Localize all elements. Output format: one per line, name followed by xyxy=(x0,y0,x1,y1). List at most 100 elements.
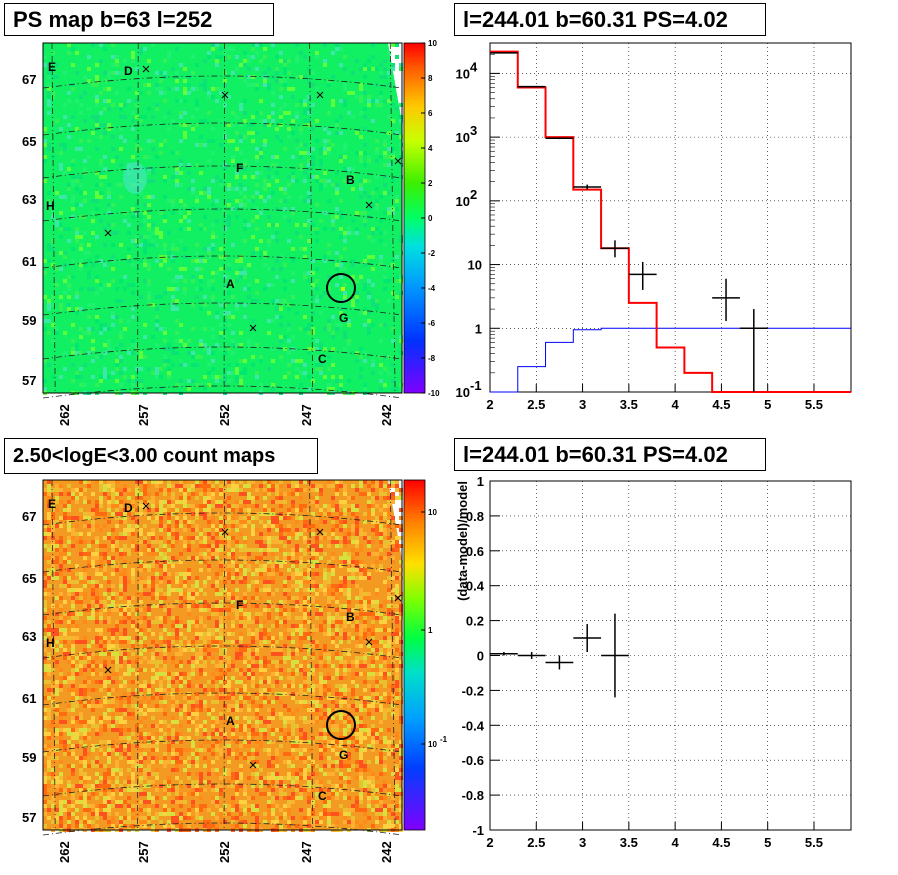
map-pixel xyxy=(207,504,211,508)
map-pixel xyxy=(375,528,379,532)
map-pixel xyxy=(343,592,347,596)
map-pixel xyxy=(195,512,199,516)
map-pixel xyxy=(387,684,391,688)
map-pixel xyxy=(167,367,171,371)
map-pixel xyxy=(395,387,399,391)
map-pixel xyxy=(355,544,359,548)
map-pixel xyxy=(47,588,51,592)
map-pixel xyxy=(179,632,183,636)
map-pixel xyxy=(287,524,291,528)
map-pixel xyxy=(87,243,91,247)
map-pixel xyxy=(131,51,135,55)
map-pixel xyxy=(387,155,391,159)
map-pixel xyxy=(251,500,255,504)
map-pixel xyxy=(367,644,371,648)
map-pixel xyxy=(195,355,199,359)
map-pixel xyxy=(307,720,311,724)
map-pixel xyxy=(319,187,323,191)
map-pixel xyxy=(47,668,51,672)
map-pixel xyxy=(307,672,311,676)
map-pixel xyxy=(223,351,227,355)
map-pixel xyxy=(255,175,259,179)
map-pixel xyxy=(339,131,343,135)
map-pixel xyxy=(195,712,199,716)
map-pixel xyxy=(183,215,187,219)
source-label-a: A xyxy=(226,277,235,291)
map-pixel xyxy=(191,684,195,688)
map-pixel xyxy=(183,131,187,135)
map-pixel xyxy=(83,704,87,708)
map-pixel xyxy=(359,355,363,359)
map-pixel xyxy=(247,339,251,343)
map-pixel xyxy=(299,716,303,720)
map-pixel xyxy=(303,327,307,331)
map-pixel xyxy=(343,616,347,620)
map-pixel xyxy=(387,700,391,704)
map-pixel xyxy=(67,500,71,504)
map-pixel xyxy=(383,67,387,71)
map-pixel xyxy=(323,179,327,183)
map-pixel xyxy=(251,532,255,536)
map-pixel xyxy=(191,588,195,592)
map-pixel xyxy=(251,484,255,488)
map-pixel xyxy=(51,632,55,636)
map-pixel xyxy=(107,203,111,207)
map-pixel xyxy=(231,664,235,668)
map-pixel xyxy=(303,628,307,632)
map-pixel xyxy=(251,363,255,367)
map-pixel xyxy=(259,532,263,536)
map-pixel xyxy=(75,616,79,620)
map-pixel xyxy=(387,163,391,167)
map-pixel xyxy=(227,95,231,99)
map-pixel xyxy=(123,520,127,524)
map-pixel xyxy=(315,367,319,371)
map-pixel xyxy=(247,696,251,700)
map-pixel xyxy=(175,247,179,251)
map-pixel xyxy=(99,500,103,504)
map-pixel xyxy=(359,95,363,99)
map-pixel xyxy=(255,83,259,87)
map-pixel xyxy=(239,343,243,347)
map-pixel xyxy=(279,500,283,504)
map-pixel xyxy=(103,323,107,327)
map-pixel xyxy=(383,75,387,79)
map-pixel xyxy=(243,692,247,696)
map-pixel xyxy=(291,279,295,283)
map-pixel xyxy=(207,311,211,315)
map-pixel xyxy=(243,79,247,83)
map-pixel xyxy=(231,159,235,163)
map-pixel xyxy=(91,608,95,612)
map-pixel xyxy=(347,496,351,500)
map-pixel xyxy=(387,604,391,608)
map-pixel xyxy=(327,383,331,387)
map-pixel xyxy=(179,171,183,175)
map-pixel xyxy=(239,576,243,580)
map-pixel xyxy=(155,231,159,235)
map-pixel xyxy=(243,560,247,564)
map-pixel xyxy=(355,295,359,299)
map-pixel xyxy=(119,556,123,560)
map-pixel xyxy=(383,692,387,696)
map-pixel xyxy=(215,59,219,63)
map-pixel xyxy=(59,544,63,548)
map-pixel xyxy=(199,279,203,283)
map-pixel xyxy=(139,119,143,123)
map-pixel xyxy=(359,528,363,532)
map-pixel xyxy=(103,640,107,644)
map-pixel xyxy=(259,251,263,255)
map-pixel xyxy=(259,155,263,159)
map-pixel xyxy=(131,383,135,387)
map-pixel xyxy=(79,672,83,676)
map-pixel xyxy=(295,484,299,488)
map-pixel xyxy=(375,484,379,488)
map-pixel xyxy=(259,548,263,552)
map-pixel xyxy=(99,171,103,175)
map-pixel xyxy=(107,604,111,608)
map-pixel xyxy=(391,640,395,644)
map-pixel xyxy=(271,564,275,568)
map-pixel xyxy=(115,363,119,367)
map-pixel xyxy=(379,720,383,724)
map-pixel xyxy=(95,99,99,103)
map-pixel xyxy=(263,552,267,556)
map-pixel xyxy=(115,720,119,724)
